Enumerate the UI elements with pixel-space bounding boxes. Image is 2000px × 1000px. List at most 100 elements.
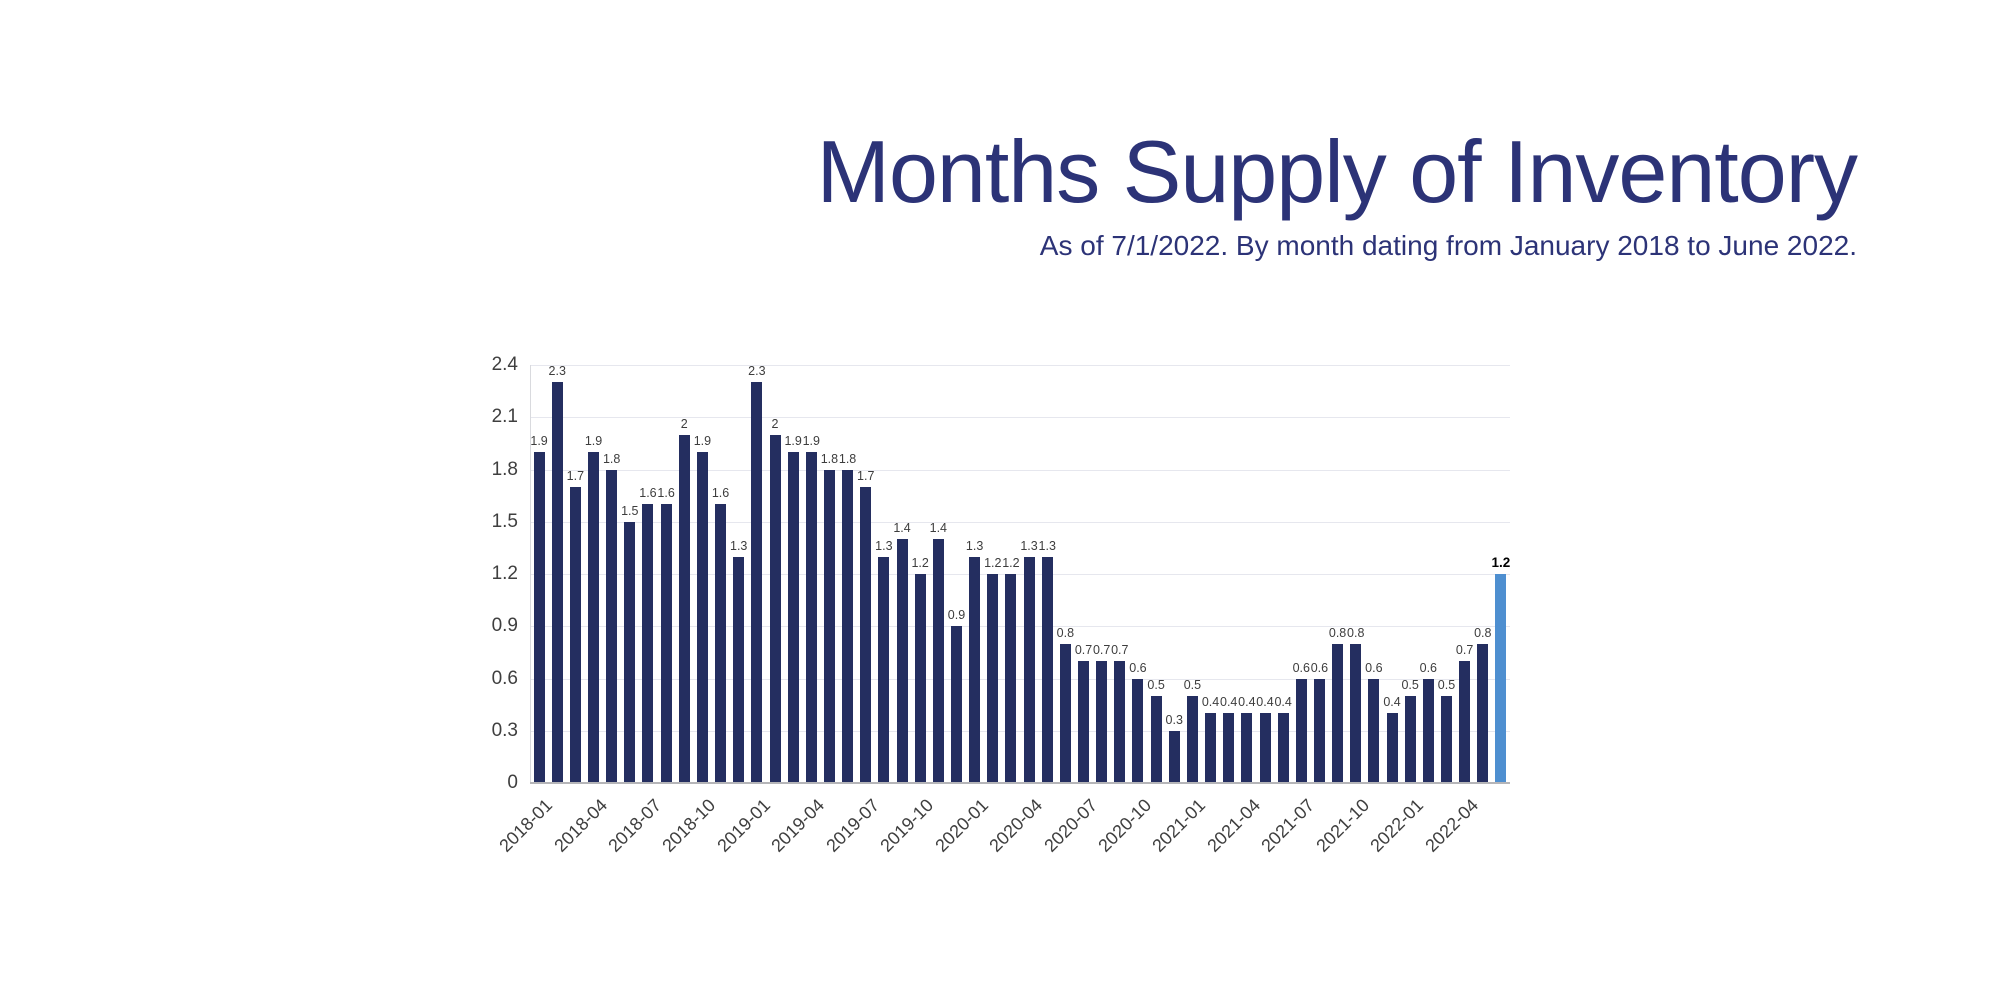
bar-2021-12 xyxy=(1386,713,1398,783)
bar-2018-03 xyxy=(569,486,581,783)
bar-2020-03 xyxy=(1005,574,1017,783)
bar-2019-02 xyxy=(769,434,781,783)
x-tick-label: 2021-01 xyxy=(1148,795,1210,856)
gridline xyxy=(530,574,1510,575)
bar-value-label: 1.2 xyxy=(911,556,929,570)
bar-2018-07 xyxy=(642,504,654,783)
y-tick-label: 1.5 xyxy=(491,510,518,532)
x-tick-label: 2018-07 xyxy=(604,795,666,856)
bar-value-label: 1.2 xyxy=(1491,555,1511,570)
bar-2021-03 xyxy=(1223,713,1235,783)
x-tick-label: 2018-01 xyxy=(495,795,557,856)
y-tick-label: 2.1 xyxy=(491,406,518,428)
bar-2018-11 xyxy=(715,504,727,783)
bar-2020-02 xyxy=(987,574,999,783)
bar-value-label: 1.3 xyxy=(1038,538,1056,553)
bar-2019-06 xyxy=(842,469,854,783)
bar-value-label: 2 xyxy=(680,416,688,431)
bar-2020-12 xyxy=(1168,730,1180,783)
y-tick-label: 0.6 xyxy=(491,667,518,689)
bar-value-label: 0.6 xyxy=(1292,660,1310,675)
bar-value-label: 0.7 xyxy=(1092,643,1111,658)
bar-2022-03 xyxy=(1440,695,1452,783)
gridline xyxy=(530,678,1510,680)
bar-value-label: 1.8 xyxy=(820,451,839,466)
bar-value-label: 1.9 xyxy=(530,434,548,449)
bar-2018-09 xyxy=(678,434,690,783)
bar-value-label: 0.8 xyxy=(1474,625,1492,640)
bar-value-label: 0.3 xyxy=(1165,712,1183,727)
bar-2021-02 xyxy=(1205,713,1217,783)
bar-2018-06 xyxy=(624,521,636,783)
x-tick-label: 2022-01 xyxy=(1366,795,1428,856)
bar-2020-09 xyxy=(1114,661,1126,783)
bar-value-label: 0.7 xyxy=(1074,643,1093,658)
bar-value-label: 1.9 xyxy=(784,434,802,449)
bar-value-label: 1.2 xyxy=(984,556,1002,570)
bar-value-label: 0.4 xyxy=(1238,695,1256,710)
x-axis-line xyxy=(530,782,1510,784)
bar-value-label: 0.4 xyxy=(1274,695,1292,710)
gridline xyxy=(530,365,1510,366)
bar-2021-04 xyxy=(1241,713,1253,783)
bar-value-label: 1.2 xyxy=(1002,556,1020,570)
x-tick-label: 2020-04 xyxy=(985,795,1047,856)
bar-2019-11 xyxy=(932,539,944,783)
y-tick-label: 1.2 xyxy=(491,563,518,584)
y-tick-label: 0.3 xyxy=(491,719,518,741)
gridline xyxy=(530,417,1510,419)
bar-value-label: 1.3 xyxy=(730,538,748,553)
gridline xyxy=(530,730,1510,732)
bar-value-label: 0.4 xyxy=(1220,695,1238,710)
bar-2020-11 xyxy=(1150,695,1162,783)
bar-2022-04 xyxy=(1459,661,1471,783)
bar-value-label: 1.6 xyxy=(657,486,675,501)
bar-value-label: 0.6 xyxy=(1419,660,1438,675)
bar-2021-10 xyxy=(1350,643,1362,783)
bar-value-label: 0.5 xyxy=(1401,677,1419,692)
bar-value-label: 2 xyxy=(771,416,779,431)
bar-2021-05 xyxy=(1259,713,1271,783)
bar-2019-04 xyxy=(805,452,817,783)
bar-value-label: 1.8 xyxy=(838,451,857,466)
bar-value-label: 0.6 xyxy=(1310,660,1329,675)
bar-value-label: 0.4 xyxy=(1256,695,1274,710)
bar-value-label: 0.5 xyxy=(1147,677,1165,692)
bar-value-label: 0.5 xyxy=(1437,677,1456,692)
y-tick-label: 0.9 xyxy=(491,615,518,637)
bar-value-label: 1.8 xyxy=(602,451,621,466)
bar-value-label: 0.4 xyxy=(1383,695,1401,710)
bar-value-label: 0.7 xyxy=(1455,643,1474,658)
gridline xyxy=(530,626,1510,628)
bar-value-label: 2.3 xyxy=(748,364,766,379)
x-tick-label: 2020-01 xyxy=(930,795,992,856)
chart-title: Months Supply of Inventory xyxy=(816,122,1858,221)
chart-header: Months Supply of Inventory As of 7/1/202… xyxy=(816,122,1858,262)
bar-2022-05 xyxy=(1477,643,1489,783)
bar-value-label: 1.6 xyxy=(711,486,730,501)
y-tick-label: 1.8 xyxy=(491,458,518,480)
bar-value-label: 0.8 xyxy=(1056,625,1075,640)
bar-value-label: 1.7 xyxy=(857,468,875,483)
bar-value-label: 1.9 xyxy=(802,434,820,449)
bar-value-label: 1.5 xyxy=(621,503,639,518)
bar-2019-10 xyxy=(914,574,926,783)
bar-2020-07 xyxy=(1078,661,1090,783)
bar-value-label: 1.3 xyxy=(965,538,984,553)
bar-2018-02 xyxy=(551,382,563,783)
x-tick-label: 2020-10 xyxy=(1094,795,1156,856)
bar-2018-04 xyxy=(588,452,600,783)
x-tick-label: 2021-10 xyxy=(1312,795,1373,856)
x-tick-label: 2021-04 xyxy=(1203,795,1264,856)
bar-2019-09 xyxy=(896,539,908,783)
bar-2021-01 xyxy=(1186,695,1198,783)
x-tick-label: 2018-04 xyxy=(549,795,611,856)
bar-value-label: 0.5 xyxy=(1183,677,1202,692)
bar-2022-06 xyxy=(1495,574,1507,783)
bar-value-label: 1.4 xyxy=(929,521,948,536)
bar-value-label: 1.7 xyxy=(566,468,585,483)
bar-2019-03 xyxy=(787,452,799,783)
bar-value-label: 0.6 xyxy=(1365,660,1383,675)
x-tick-label: 2022-04 xyxy=(1420,795,1482,856)
bar-2022-02 xyxy=(1422,678,1434,783)
